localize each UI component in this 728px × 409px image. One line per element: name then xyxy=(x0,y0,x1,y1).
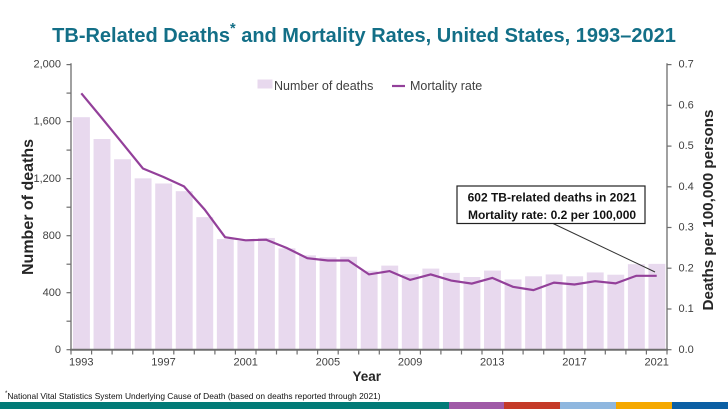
svg-text:0.3: 0.3 xyxy=(679,222,694,234)
svg-text:Year: Year xyxy=(353,369,382,384)
svg-text:800: 800 xyxy=(43,230,61,242)
svg-text:0.0: 0.0 xyxy=(679,344,694,356)
svg-text:2005: 2005 xyxy=(316,357,340,369)
svg-text:0: 0 xyxy=(55,344,61,356)
svg-text:1,600: 1,600 xyxy=(33,116,61,128)
svg-text:0.2: 0.2 xyxy=(679,263,694,275)
svg-text:0.7: 0.7 xyxy=(679,59,694,71)
svg-text:2,000: 2,000 xyxy=(33,59,61,71)
svg-text:1993: 1993 xyxy=(69,357,93,369)
svg-text:1997: 1997 xyxy=(151,357,175,369)
svg-text:Mortality rate: Mortality rate xyxy=(410,79,482,93)
svg-text:2009: 2009 xyxy=(398,357,422,369)
svg-text:Deaths per 100,000 persons: Deaths per 100,000 persons xyxy=(700,110,717,311)
svg-text:2017: 2017 xyxy=(562,357,586,369)
svg-text:Number of deaths: Number of deaths xyxy=(274,79,373,93)
svg-text:2021: 2021 xyxy=(644,357,668,369)
svg-text:0.1: 0.1 xyxy=(679,303,694,315)
svg-text:Number of deaths: Number of deaths xyxy=(20,139,37,275)
svg-text:0.5: 0.5 xyxy=(679,140,694,152)
svg-text:602 TB-related deaths in 2021: 602 TB-related deaths in 2021 xyxy=(468,190,637,204)
svg-text:0.4: 0.4 xyxy=(679,181,694,193)
svg-text:400: 400 xyxy=(43,287,61,299)
svg-text:2013: 2013 xyxy=(480,357,504,369)
svg-text:0.6: 0.6 xyxy=(679,99,694,111)
svg-text:2001: 2001 xyxy=(233,357,257,369)
svg-text:Mortality rate: 0.2 per 100,00: Mortality rate: 0.2 per 100,000 xyxy=(468,208,636,222)
svg-text:1,200: 1,200 xyxy=(33,173,61,185)
